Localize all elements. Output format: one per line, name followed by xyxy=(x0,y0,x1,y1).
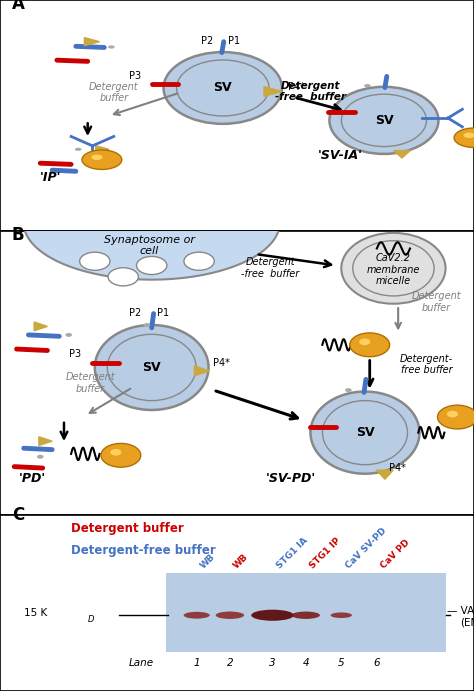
Circle shape xyxy=(438,405,474,429)
Circle shape xyxy=(110,449,121,455)
Circle shape xyxy=(464,133,474,138)
Text: A: A xyxy=(12,0,25,13)
Ellipse shape xyxy=(331,612,352,618)
Ellipse shape xyxy=(341,94,427,146)
Text: B: B xyxy=(12,226,25,244)
Ellipse shape xyxy=(310,392,419,474)
Text: CaV PD: CaV PD xyxy=(379,538,412,570)
Circle shape xyxy=(75,148,82,151)
Ellipse shape xyxy=(176,60,269,116)
Circle shape xyxy=(454,128,474,147)
Bar xyxy=(166,573,446,652)
Ellipse shape xyxy=(292,612,320,619)
Ellipse shape xyxy=(184,612,210,618)
Polygon shape xyxy=(39,437,52,446)
Text: SV: SV xyxy=(356,426,374,439)
Text: 'SV-IA': 'SV-IA' xyxy=(318,149,363,162)
Text: Lane: Lane xyxy=(129,658,154,668)
Ellipse shape xyxy=(216,612,244,619)
Text: SV: SV xyxy=(142,361,161,374)
Text: Detergent
buffer: Detergent buffer xyxy=(89,82,138,104)
Text: 4: 4 xyxy=(302,658,309,668)
Polygon shape xyxy=(34,322,47,331)
Text: Detergent
buffer: Detergent buffer xyxy=(411,291,461,313)
Circle shape xyxy=(359,339,370,346)
Text: 1: 1 xyxy=(193,658,200,668)
Text: Detergent
buffer: Detergent buffer xyxy=(65,372,115,394)
Text: 'PD': 'PD' xyxy=(19,472,46,485)
Circle shape xyxy=(82,150,122,169)
Circle shape xyxy=(364,84,371,87)
Text: P3: P3 xyxy=(69,349,81,359)
Text: STG1 IP: STG1 IP xyxy=(308,536,342,570)
Text: P1: P1 xyxy=(157,308,170,319)
Circle shape xyxy=(80,252,110,270)
Circle shape xyxy=(108,46,115,48)
Ellipse shape xyxy=(95,325,209,410)
Circle shape xyxy=(91,155,102,160)
Ellipse shape xyxy=(107,334,196,401)
Circle shape xyxy=(350,333,390,357)
Polygon shape xyxy=(24,223,280,280)
Text: SV: SV xyxy=(213,82,232,95)
Ellipse shape xyxy=(353,240,434,296)
Text: CaV SV-PD: CaV SV-PD xyxy=(344,526,388,570)
Text: P4*: P4* xyxy=(288,82,305,93)
Text: P3: P3 xyxy=(129,70,142,81)
Text: 6: 6 xyxy=(374,658,380,668)
Polygon shape xyxy=(84,37,100,46)
Polygon shape xyxy=(96,146,109,153)
Text: CaV2.2
membrane
micelle: CaV2.2 membrane micelle xyxy=(367,253,420,286)
Text: Detergent buffer: Detergent buffer xyxy=(71,522,184,536)
Polygon shape xyxy=(393,151,410,158)
Text: WB: WB xyxy=(232,552,250,570)
Text: Synaptosome or
cell: Synaptosome or cell xyxy=(104,235,195,256)
Ellipse shape xyxy=(164,52,282,124)
Circle shape xyxy=(108,267,138,286)
Text: D: D xyxy=(88,615,94,624)
Text: STG1 IA: STG1 IA xyxy=(275,536,310,570)
Text: (EMD): (EMD) xyxy=(460,618,474,627)
Text: Detergent
-free  buffer: Detergent -free buffer xyxy=(275,81,346,102)
Ellipse shape xyxy=(251,609,294,621)
Text: — VAMP: — VAMP xyxy=(447,607,474,616)
Circle shape xyxy=(137,256,167,274)
Text: C: C xyxy=(12,506,24,524)
Text: P4*: P4* xyxy=(213,358,230,368)
Text: 15 K: 15 K xyxy=(24,607,47,618)
Ellipse shape xyxy=(329,87,438,154)
Text: P1: P1 xyxy=(228,36,241,46)
Text: Detergent-free buffer: Detergent-free buffer xyxy=(71,544,216,556)
Text: P2: P2 xyxy=(129,308,141,319)
Text: 'SV-PD': 'SV-PD' xyxy=(265,472,316,485)
Text: Detergent
-free  buffer: Detergent -free buffer xyxy=(241,257,299,278)
Circle shape xyxy=(345,388,352,392)
Text: P2: P2 xyxy=(201,36,214,46)
Text: 2: 2 xyxy=(227,658,233,668)
Text: Detergent-
free buffer: Detergent- free buffer xyxy=(400,354,453,375)
Circle shape xyxy=(37,455,44,459)
Polygon shape xyxy=(194,366,210,376)
Text: 'IP': 'IP' xyxy=(40,171,62,184)
Polygon shape xyxy=(376,470,393,480)
Text: 3: 3 xyxy=(269,658,276,668)
Text: P4*: P4* xyxy=(389,463,406,473)
Circle shape xyxy=(447,410,458,417)
Text: WB: WB xyxy=(199,552,217,570)
Text: 5: 5 xyxy=(338,658,345,668)
Circle shape xyxy=(101,444,141,467)
Circle shape xyxy=(65,333,72,337)
Ellipse shape xyxy=(322,401,408,464)
Ellipse shape xyxy=(341,233,446,304)
Polygon shape xyxy=(264,86,282,96)
Circle shape xyxy=(184,252,214,270)
Circle shape xyxy=(144,323,150,327)
Text: SV: SV xyxy=(374,114,393,127)
